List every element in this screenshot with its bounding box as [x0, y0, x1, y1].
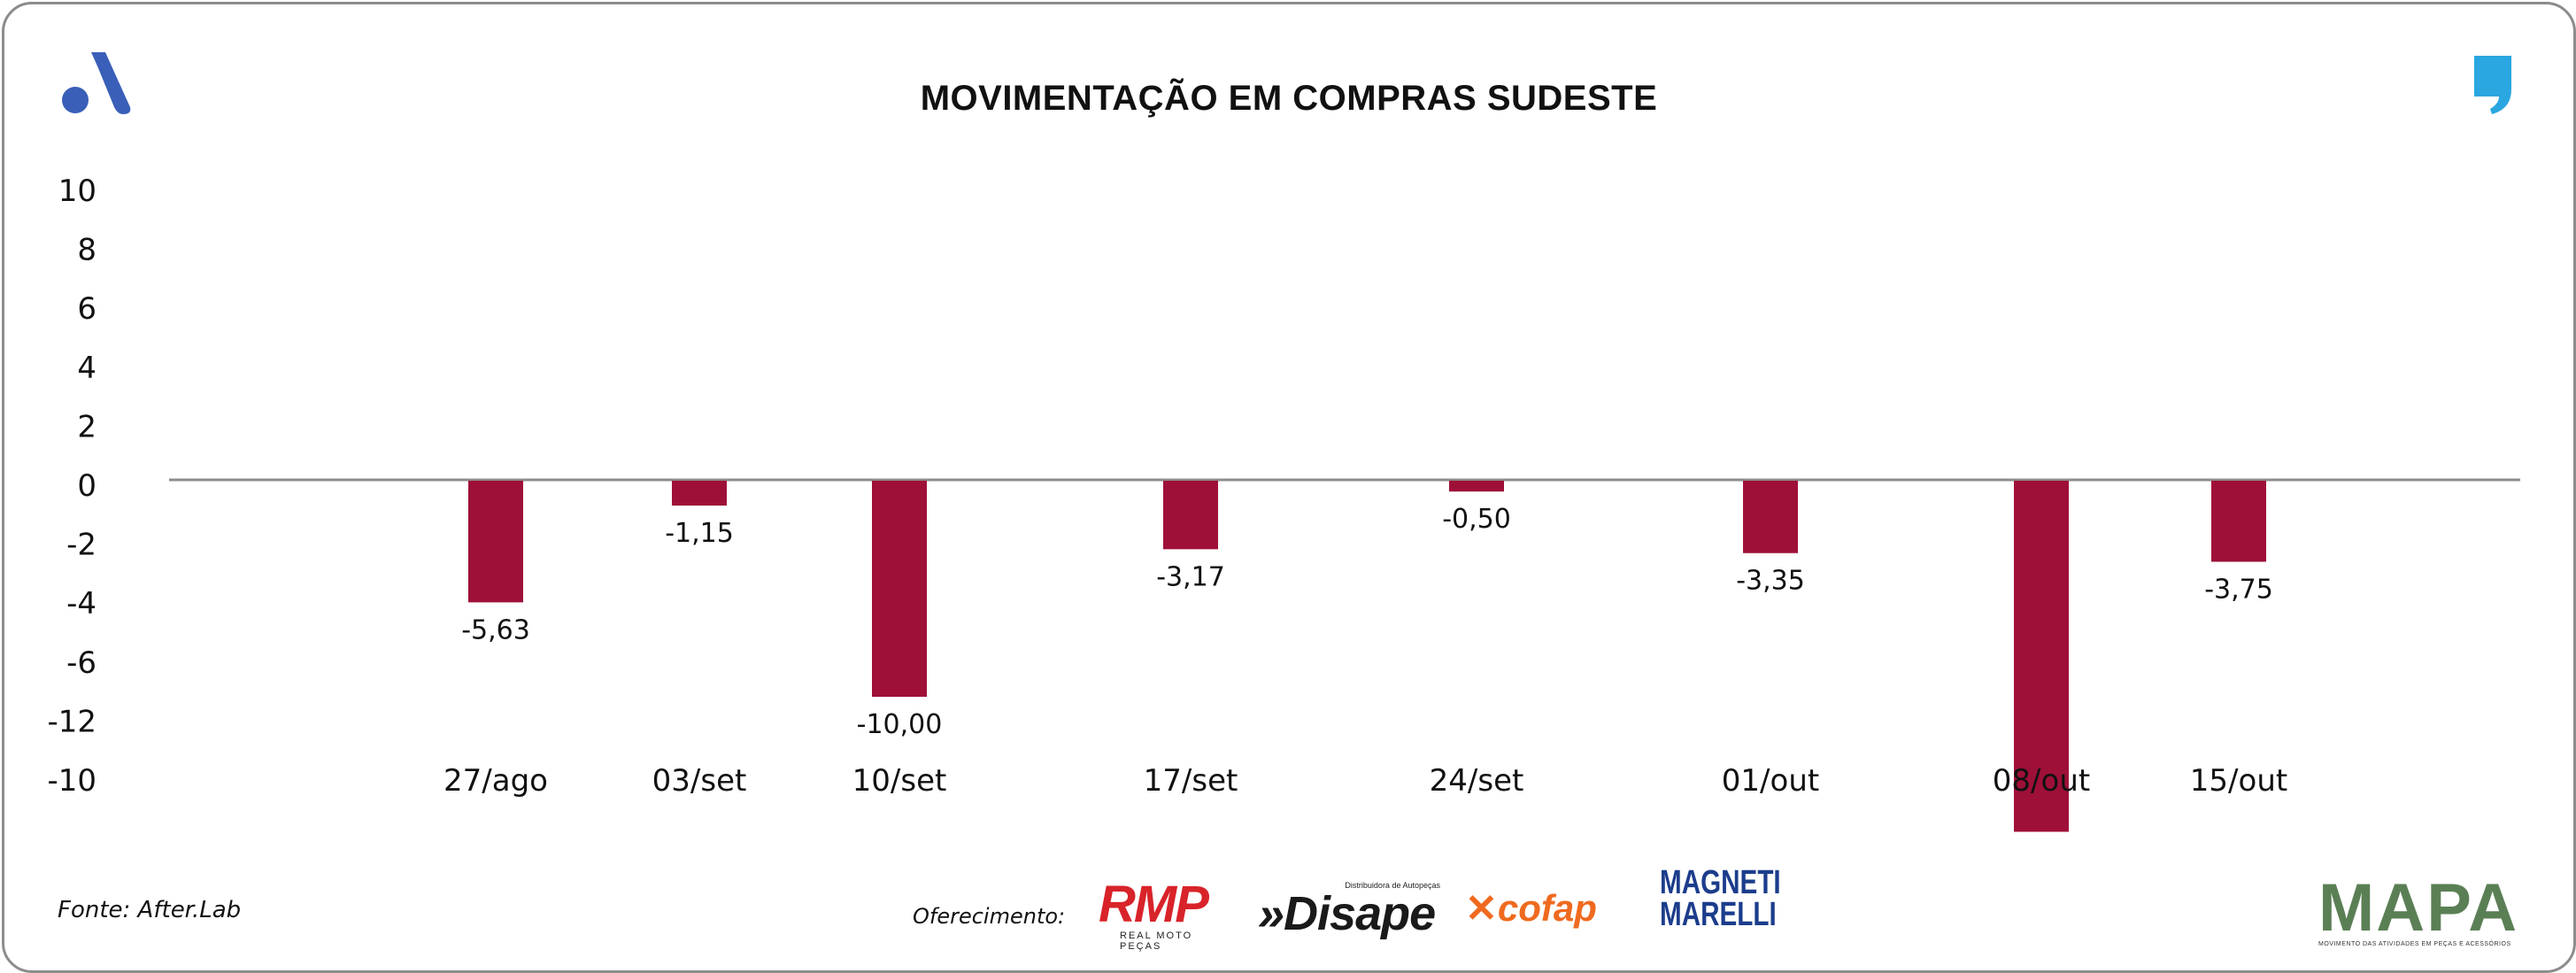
- data-label: -3,17: [1156, 561, 1225, 592]
- bar-08/out: [2014, 481, 2069, 832]
- y-tick-label: -2: [66, 528, 96, 563]
- y-tick-label: 8: [77, 233, 96, 268]
- y-tick-label: 0: [77, 468, 96, 504]
- data-label: -10,00: [857, 709, 943, 740]
- x-axis: 27/ago 03/set 10/set 17/set 24/set 01/out 08/o…: [443, 763, 2287, 799]
- data-labels-group: -5,63-1,15-10,00-3,17-0,50-3,35-16,25-3,…: [461, 504, 2273, 740]
- mapa-logo: MAPA MOVIMENTO DAS ATIVIDADES EM PEÇAS E…: [2318, 870, 2522, 948]
- bars-group: [468, 481, 2266, 832]
- cofap-x-icon: ✕: [1465, 886, 1498, 931]
- brand-a-logo-icon: [62, 52, 131, 114]
- comma-logo-icon: [2474, 56, 2511, 114]
- data-label: -5,63: [461, 614, 530, 645]
- mapa-logo-text: MAPA: [2318, 870, 2519, 946]
- data-label: -3,35: [1736, 566, 1805, 597]
- disape-logo: Distribuidora de Autopeças »Disape: [1258, 881, 1440, 943]
- magneti-marelli-logo: MAGNETI MARELLI: [1660, 864, 1793, 938]
- marelli-logo-line2: MARELLI: [1660, 896, 1777, 933]
- bar-01/out: [1743, 481, 1798, 553]
- y-tick-label: -6: [66, 645, 96, 681]
- bar-chart: 10 8 6 4 2 0 -2 -4 -6 -12 -10 -5,63 -1,15 -10,00 -3,1…: [47, 174, 2520, 832]
- rmp-logo-text: RMP: [1099, 876, 1209, 933]
- y-tick-label: 10: [58, 174, 96, 209]
- y-axis: 10 8 6 4 2 0 -2 -4 -6 -12 -10: [47, 174, 96, 799]
- disape-logo-subtitle: Distribuidora de Autopeças: [1345, 881, 1440, 890]
- y-tick-label: -4: [66, 586, 96, 622]
- y-tick-label: -12: [47, 704, 96, 739]
- x-tick-label: 15/out: [2190, 763, 2287, 799]
- x-tick-label: 08/out: [1993, 763, 2090, 799]
- x-tick-label: 24/set: [1430, 763, 1524, 799]
- bar-10/set: [872, 481, 927, 697]
- magneti-logo-line1: MAGNETI: [1660, 864, 1781, 901]
- x-tick-label: 03/set: [652, 763, 747, 799]
- y-tick-label: 6: [77, 291, 96, 327]
- x-tick-label: 17/set: [1144, 763, 1238, 799]
- cofap-logo: ✕ cofap: [1465, 884, 1642, 932]
- y-tick-label: 2: [77, 409, 96, 444]
- y-tick-label: 4: [77, 351, 96, 386]
- cofap-logo-text: cofap: [1497, 887, 1597, 929]
- bar-27/ago: [468, 481, 523, 603]
- rmp-logo: RMP REAL MOTO PEÇAS: [1099, 876, 1237, 953]
- bar-24/set: [1449, 481, 1504, 492]
- chart-title: MOVIMENTAÇÃO EM COMPRAS SUDESTE: [920, 79, 1658, 118]
- source-note: Fonte: After.Lab: [58, 897, 242, 923]
- bar-17/set: [1163, 481, 1218, 550]
- disape-logo-text: Disape: [1284, 887, 1436, 940]
- mapa-logo-subtitle: MOVIMENTO DAS ATIVIDADES EM PEÇAS E ACES…: [2318, 941, 2511, 947]
- x-tick-label: 10/set: [852, 763, 947, 799]
- data-label: -0,50: [1442, 504, 1511, 535]
- bar-15/out: [2211, 481, 2266, 562]
- x-tick-label: 27/ago: [443, 763, 548, 799]
- data-label: -3,75: [2204, 575, 2273, 606]
- x-tick-label: 01/out: [1722, 763, 1819, 799]
- sponsor-label: Oferecimento:: [913, 904, 1066, 929]
- bar-03/set: [672, 481, 727, 506]
- rmp-logo-subtitle: REAL MOTO PEÇAS: [1120, 931, 1193, 952]
- chevron-right-icon: »: [1258, 887, 1284, 940]
- data-label: -1,15: [665, 518, 734, 549]
- y-tick-label: -10: [47, 763, 96, 799]
